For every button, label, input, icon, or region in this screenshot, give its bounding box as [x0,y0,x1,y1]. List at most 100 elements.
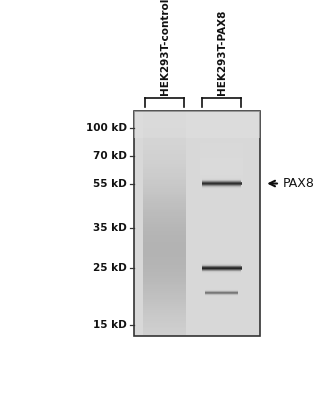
Bar [143,208,186,210]
Bar [143,252,186,254]
Bar [200,169,243,171]
Bar [200,278,243,280]
Bar [200,184,243,186]
Bar [143,327,186,328]
Bar [200,274,243,276]
Text: 25 kD: 25 kD [94,263,127,273]
Bar [200,254,243,256]
Bar [200,111,243,113]
Text: HEK293T-PAX8: HEK293T-PAX8 [217,10,227,95]
Bar [143,171,186,173]
Bar [143,188,186,190]
Bar [143,244,186,246]
Bar [143,259,186,261]
Bar [200,186,243,188]
Bar [143,214,186,216]
Bar [143,139,186,141]
Bar [143,317,186,319]
Bar [143,156,186,158]
Bar [200,214,243,216]
Bar [200,248,243,250]
Bar [200,156,243,158]
Bar [143,115,186,117]
Bar [200,158,243,160]
Bar [143,272,186,274]
Bar [143,124,186,126]
Bar [143,319,186,321]
Bar [134,111,261,336]
Bar [143,295,186,297]
Bar [143,289,186,291]
Bar [143,180,186,182]
Bar [143,233,186,235]
Bar [200,276,243,278]
Bar [200,250,243,252]
Bar [200,137,243,139]
Text: 70 kD: 70 kD [93,152,127,162]
Bar [143,119,186,120]
Bar [200,180,243,182]
Bar [143,246,186,248]
Bar [143,186,186,188]
Bar [200,231,243,233]
Bar [143,160,186,162]
Bar [200,220,243,222]
Bar [200,314,243,315]
Bar [143,310,186,312]
Bar [200,295,243,297]
Bar [200,323,243,325]
Bar [200,282,243,284]
Bar [200,244,243,246]
Bar [200,267,243,268]
Bar [200,117,243,119]
Bar [200,171,243,173]
Bar [134,111,261,138]
Bar [143,143,186,145]
Bar [143,328,186,330]
Bar [143,196,186,197]
Bar [143,162,186,164]
Text: 15 kD: 15 kD [94,320,127,330]
Bar [200,212,243,214]
Bar [200,327,243,328]
Bar [143,231,186,233]
Bar [200,237,243,238]
Bar [143,203,186,205]
Bar [200,122,243,124]
Bar [143,276,186,278]
Text: PAX8: PAX8 [283,177,314,190]
Bar [200,246,243,248]
Bar [143,304,186,306]
Bar [200,132,243,134]
Bar [200,238,243,240]
Bar [200,177,243,178]
Bar [200,152,243,154]
Bar [143,137,186,139]
Bar [200,141,243,143]
Bar [143,130,186,132]
Bar [200,308,243,310]
Bar [200,216,243,218]
Bar [143,218,186,220]
Bar [143,141,186,143]
Bar [143,240,186,242]
Bar [143,235,186,237]
Bar [143,300,186,302]
Text: HEK293T-control: HEK293T-control [160,0,170,95]
Bar [143,132,186,134]
Bar [200,150,243,152]
Bar [143,227,186,229]
Bar [200,130,243,132]
Bar [143,147,186,149]
Bar [200,334,243,336]
Bar [143,334,186,336]
Bar [200,115,243,117]
Bar [143,177,186,178]
Bar [143,158,186,160]
Bar [200,160,243,162]
Bar [200,182,243,184]
Bar [143,265,186,267]
Bar [200,235,243,237]
Bar [200,229,243,231]
Bar [143,197,186,199]
